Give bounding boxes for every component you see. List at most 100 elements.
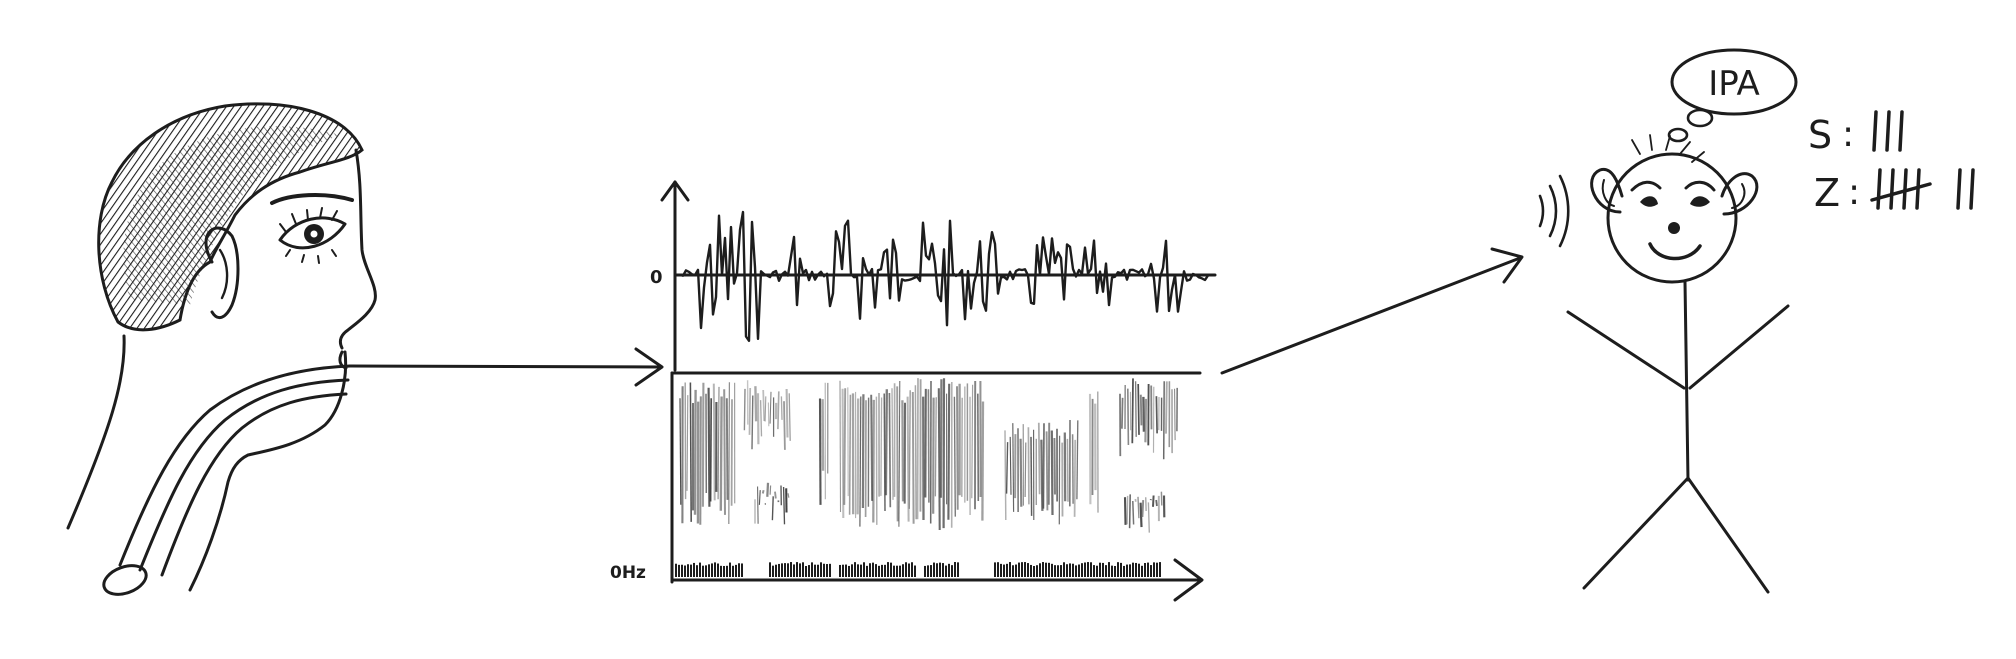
striation-113 [981, 401, 985, 521]
striation-60 [843, 388, 847, 505]
waveform-trace [676, 210, 1210, 342]
striation-182 [1155, 499, 1158, 507]
vocal-tract-outer [118, 364, 352, 567]
striation-96 [937, 388, 941, 531]
striation-35 [777, 391, 780, 430]
striation-172 [1128, 494, 1131, 529]
striation-88 [916, 378, 919, 520]
striation-15 [717, 386, 720, 500]
striation-86 [911, 391, 915, 524]
striation-116 [1009, 436, 1012, 495]
striation-46 [769, 485, 772, 495]
striation-13 [712, 383, 716, 501]
striation-6 [693, 389, 697, 515]
striation-18 [725, 398, 729, 500]
striation-168 [1174, 388, 1176, 441]
striation-67 [861, 394, 865, 509]
neck-back [66, 334, 126, 530]
waveform-zero-label: 0 [650, 267, 663, 288]
face-profile [338, 148, 377, 350]
striation-77 [888, 392, 892, 508]
striation-58 [839, 380, 842, 513]
striation-175 [1137, 496, 1140, 519]
striation-87 [914, 385, 917, 520]
striation-117 [1012, 423, 1015, 512]
striation-177 [1141, 500, 1145, 518]
striation-9 [701, 382, 705, 507]
striation-24 [748, 387, 752, 435]
striation-127 [1037, 422, 1041, 495]
striation-161 [1155, 396, 1158, 434]
listener-right-ear [1720, 172, 1759, 216]
listener-nose [1668, 222, 1680, 234]
striation-39 [788, 393, 791, 441]
spectrogram-baseline-label: 0Hz [610, 563, 646, 583]
striation-38 [785, 388, 789, 438]
tally-mark [1870, 182, 1932, 202]
striation-3 [686, 395, 689, 491]
tally-s-separator: : [1842, 114, 1854, 155]
striation-37 [783, 401, 786, 450]
striation-114 [1004, 430, 1007, 521]
striation-4 [689, 382, 692, 522]
striation-138 [1066, 438, 1069, 502]
listener-left-ear [1590, 167, 1624, 214]
listener-right-eye [1690, 196, 1710, 207]
striation-41 [757, 486, 759, 524]
striation-45 [766, 482, 770, 497]
listener-left-eye [1640, 196, 1658, 207]
striation-100 [947, 383, 951, 520]
listener-right-leg [1686, 476, 1770, 594]
striation-156 [1142, 396, 1146, 432]
tally-mark [1885, 110, 1891, 152]
striation-62 [848, 394, 852, 515]
hair-overlay [123, 126, 340, 306]
striation-74 [880, 397, 883, 496]
striation-82 [901, 400, 905, 502]
spectrogram-striations [675, 378, 1179, 577]
striation-43 [761, 489, 765, 494]
tally-mark [1889, 168, 1895, 210]
striation-132 [1050, 430, 1054, 516]
striation-129 [1042, 423, 1045, 509]
striation-12 [709, 398, 713, 502]
tally-mark [1898, 110, 1904, 152]
spectrogram-plot: 0Hz [610, 371, 1204, 602]
striation-179 [1147, 502, 1150, 533]
striation-65 [856, 398, 860, 515]
striation-76 [884, 389, 888, 496]
striation-19 [728, 382, 731, 525]
striation-26 [754, 386, 758, 422]
striation-122 [1024, 442, 1027, 498]
striation-11 [707, 387, 711, 507]
striation-111 [976, 393, 980, 502]
striation-16 [719, 396, 723, 511]
striation-152 [1131, 378, 1134, 444]
striation-95 [934, 397, 937, 497]
striation-102 [953, 396, 956, 517]
eyebrow [270, 193, 354, 205]
striation-148 [1121, 397, 1124, 429]
striation-51 [782, 486, 786, 525]
thought-bubble-text: IPA [1708, 64, 1760, 104]
striation-120 [1019, 438, 1023, 507]
striation-171 [1126, 495, 1129, 525]
listener-smile [1648, 242, 1702, 261]
striation-70 [870, 394, 874, 501]
tally-z-marks [1870, 168, 1975, 210]
striation-150 [1126, 388, 1130, 446]
jaw [188, 350, 348, 592]
striation-8 [699, 396, 702, 525]
striation-84 [906, 396, 910, 522]
tally-mark [1969, 168, 1975, 210]
striation-165 [1165, 381, 1168, 434]
striation-78 [891, 388, 894, 500]
listener-body [1683, 280, 1690, 482]
striation-176 [1139, 502, 1143, 528]
striation-109 [971, 384, 974, 499]
striation-85 [908, 390, 911, 509]
thought-bubble-small [1667, 127, 1689, 143]
striation-123 [1027, 427, 1030, 505]
tally-z-separator: : [1848, 172, 1860, 213]
speaker-ear [204, 226, 240, 320]
